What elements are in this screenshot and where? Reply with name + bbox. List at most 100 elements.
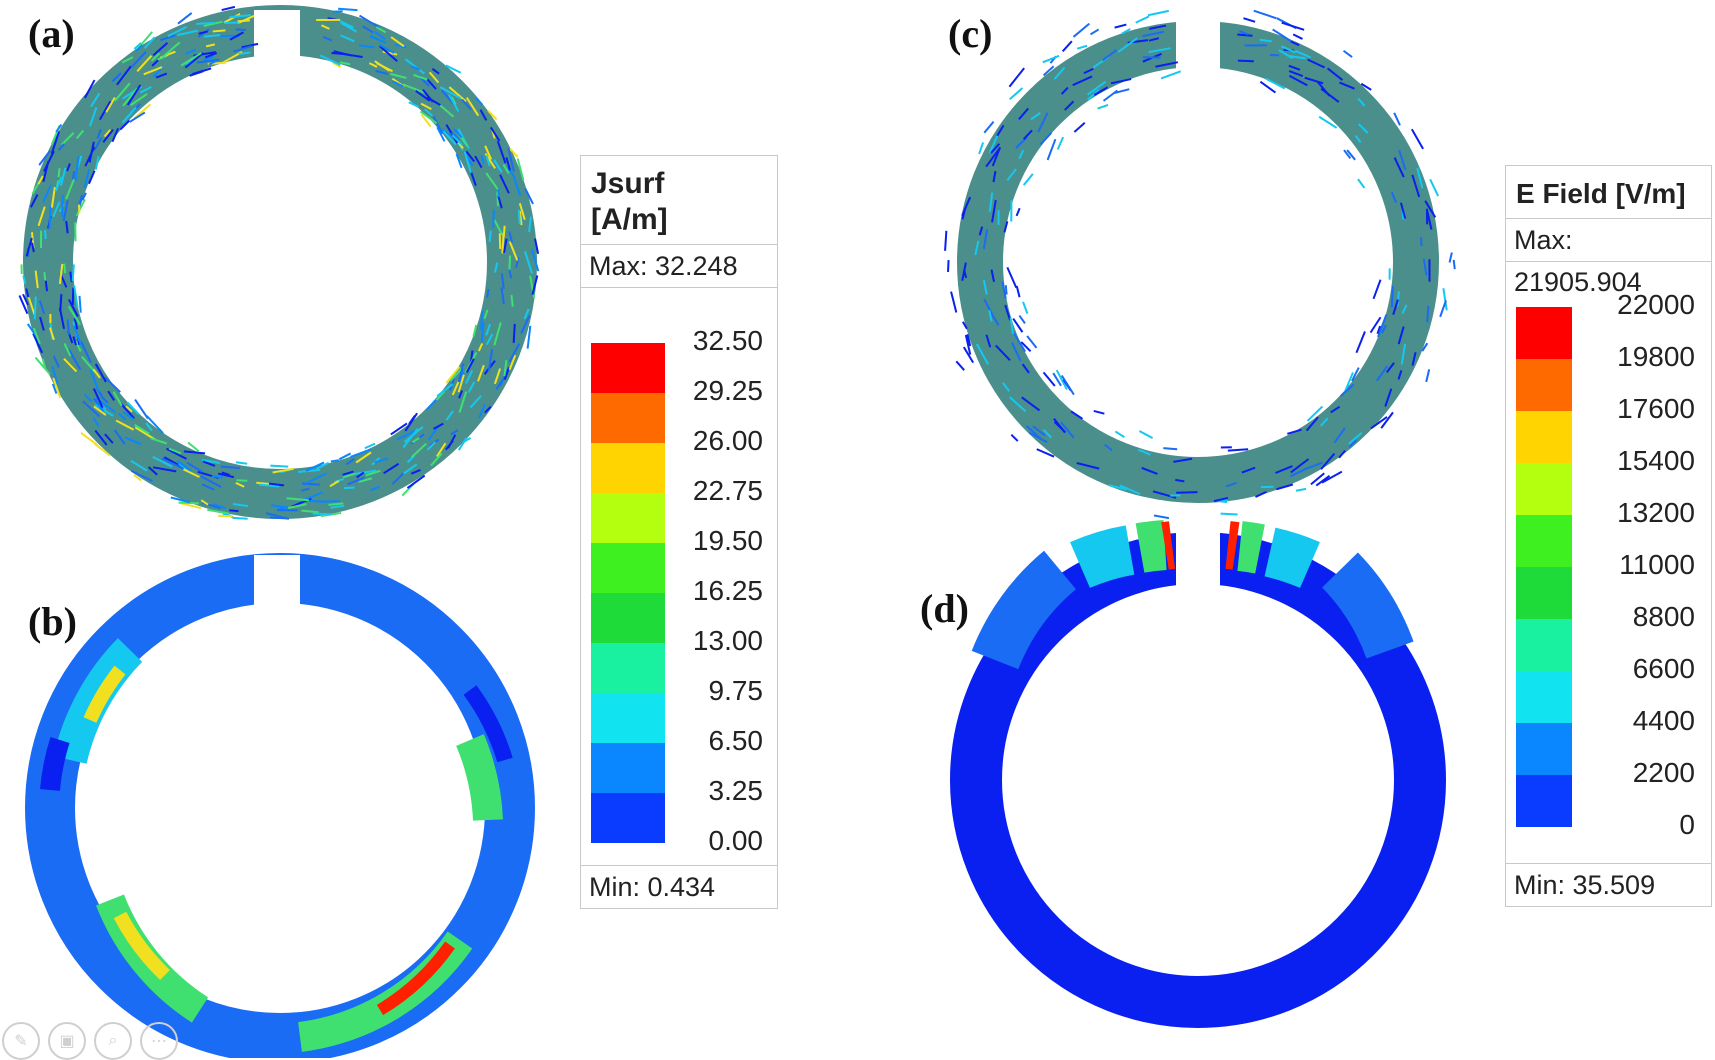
field-vector <box>1094 411 1105 414</box>
field-vector <box>1412 129 1423 149</box>
field-vector <box>1027 336 1036 348</box>
legend-tick-label: 19800 <box>1617 341 1695 373</box>
field-vector <box>509 256 510 272</box>
field-vector <box>1009 68 1024 87</box>
field-vector <box>64 264 65 274</box>
field-vector <box>1058 137 1064 149</box>
field-vector <box>35 297 36 320</box>
field-vector <box>514 324 515 343</box>
field-vector <box>70 272 71 282</box>
field-vector <box>1322 472 1342 483</box>
field-vector <box>979 142 983 153</box>
jsurf-legend: Jsurf [A/m] Max: 32.248 Min: 0.434 32.50… <box>580 155 778 909</box>
legend-tick-label: 29.25 <box>693 375 763 407</box>
legend-swatch <box>1516 359 1572 411</box>
field-vector <box>1296 489 1306 491</box>
field-vector <box>313 514 332 515</box>
field-vector <box>1344 51 1353 57</box>
field-vector <box>1077 46 1087 49</box>
field-vector <box>1115 25 1127 28</box>
field-vector <box>502 233 503 253</box>
legend-swatch <box>591 493 665 543</box>
field-vector <box>1427 306 1428 323</box>
field-vector <box>221 467 241 468</box>
field-vector <box>62 195 63 217</box>
field-vector <box>196 23 214 24</box>
legend-tick-label: 4400 <box>1633 705 1695 737</box>
legend-swatch <box>1516 671 1572 723</box>
field-vector <box>344 488 355 489</box>
field-vector <box>44 272 45 280</box>
jsurf-legend-title: Jsurf [A/m] <box>581 156 777 245</box>
legend-swatch <box>591 443 665 493</box>
field-vector <box>213 30 226 31</box>
field-vector <box>1139 431 1152 438</box>
legend-tick-label: 0 <box>1679 809 1695 841</box>
field-vector <box>331 53 342 54</box>
pencil-icon[interactable]: ✎ <box>2 1022 40 1060</box>
efield-legend: E Field [V/m] Max: 21905.904 Min: 35.509… <box>1505 165 1712 907</box>
field-vector <box>60 294 61 311</box>
legend-tick-label: 13.00 <box>693 625 763 657</box>
field-vector <box>1228 449 1248 450</box>
legend-swatch <box>591 593 665 643</box>
gallery-icon[interactable]: ▣ <box>48 1022 86 1060</box>
legend-swatch <box>591 743 665 793</box>
field-vector <box>1007 267 1016 287</box>
field-vector <box>1237 34 1252 35</box>
field-vector <box>270 518 288 519</box>
jsurf-legend-max: Max: 32.248 <box>581 245 777 288</box>
legend-tick-label: 15400 <box>1617 445 1695 477</box>
legend-tick-label: 16.25 <box>693 575 763 607</box>
field-vector <box>224 22 239 23</box>
field-vector <box>45 230 46 239</box>
field-vector <box>519 210 520 224</box>
field-vector <box>1154 515 1169 518</box>
more-icon[interactable]: ⋯ <box>140 1022 178 1060</box>
legend-tick-label: 26.00 <box>693 425 763 457</box>
efield-legend-max: Max: 21905.904 <box>1506 219 1711 262</box>
field-vector <box>1063 41 1072 51</box>
field-vector <box>1017 208 1020 216</box>
zoom-icon[interactable]: ⌕ <box>94 1022 132 1060</box>
field-vector <box>68 319 69 334</box>
field-vector <box>945 231 946 251</box>
legend-swatch <box>1516 775 1572 827</box>
field-vector <box>73 264 74 281</box>
field-vector <box>236 462 247 463</box>
field-vector <box>1254 11 1277 19</box>
legend-tick-label: 13200 <box>1617 497 1695 529</box>
legend-swatch <box>591 543 665 593</box>
field-vector <box>1221 514 1238 515</box>
field-vector <box>948 260 949 272</box>
legend-tick-label: 6.50 <box>709 725 764 757</box>
legend-swatch <box>1516 515 1572 567</box>
viewer-toolbar: ✎ ▣ ⌕ ⋯ <box>2 1022 178 1060</box>
legend-swatch <box>591 643 665 693</box>
legend-tick-label: 17600 <box>1617 393 1695 425</box>
legend-tick-label: 9.75 <box>709 675 764 707</box>
field-vector <box>493 209 494 227</box>
field-vector <box>1006 285 1007 294</box>
legend-swatch <box>591 343 665 393</box>
field-vector <box>1270 55 1279 56</box>
field-vector <box>1356 331 1365 352</box>
field-vector <box>233 518 248 519</box>
field-vector <box>1238 61 1254 62</box>
field-vector <box>1023 302 1027 314</box>
field-vector <box>1017 286 1020 297</box>
field-vector <box>481 311 482 330</box>
field-vector <box>984 122 993 133</box>
field-vector <box>59 168 60 177</box>
field-vector <box>1048 139 1056 160</box>
field-vector <box>1243 18 1255 22</box>
legend-tick-label: 32.50 <box>693 325 763 357</box>
legend-swatch <box>1516 567 1572 619</box>
field-vector <box>487 289 488 298</box>
field-vector <box>1019 316 1025 324</box>
field-vector <box>956 361 964 370</box>
legend-tick-label: 22000 <box>1617 289 1695 321</box>
field-vector <box>79 296 80 313</box>
field-vector <box>1074 123 1084 132</box>
